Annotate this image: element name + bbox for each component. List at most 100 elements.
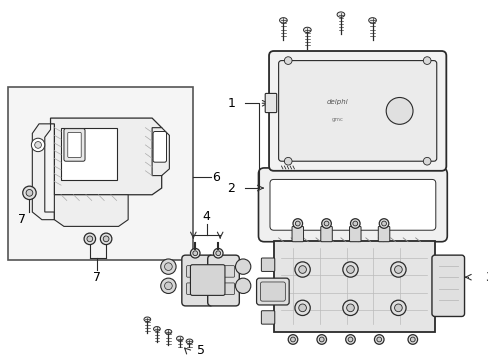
FancyBboxPatch shape <box>278 60 436 161</box>
Circle shape <box>352 221 357 226</box>
Ellipse shape <box>153 327 160 331</box>
FancyBboxPatch shape <box>190 265 224 296</box>
Circle shape <box>409 337 414 342</box>
Circle shape <box>164 263 172 270</box>
Circle shape <box>161 259 176 274</box>
Circle shape <box>295 221 300 226</box>
Text: 7: 7 <box>18 213 26 226</box>
FancyBboxPatch shape <box>431 255 464 316</box>
Circle shape <box>423 57 430 64</box>
Circle shape <box>319 337 324 342</box>
Ellipse shape <box>165 329 171 334</box>
Ellipse shape <box>186 339 192 344</box>
Circle shape <box>347 337 352 342</box>
Circle shape <box>294 262 309 277</box>
Text: 6: 6 <box>212 171 220 184</box>
Circle shape <box>423 157 430 165</box>
Circle shape <box>100 233 112 244</box>
Circle shape <box>35 141 41 148</box>
Circle shape <box>31 138 45 152</box>
FancyBboxPatch shape <box>378 226 389 242</box>
Circle shape <box>346 304 354 312</box>
FancyBboxPatch shape <box>260 282 285 301</box>
FancyBboxPatch shape <box>320 226 332 242</box>
Circle shape <box>374 335 383 344</box>
Circle shape <box>345 335 355 344</box>
Circle shape <box>381 221 386 226</box>
Circle shape <box>316 335 326 344</box>
FancyBboxPatch shape <box>64 129 85 161</box>
Circle shape <box>298 304 306 312</box>
FancyBboxPatch shape <box>291 226 303 242</box>
Ellipse shape <box>368 18 376 23</box>
FancyBboxPatch shape <box>258 168 447 242</box>
FancyBboxPatch shape <box>207 255 239 306</box>
Circle shape <box>192 251 197 256</box>
Circle shape <box>103 236 109 242</box>
Text: gmc: gmc <box>331 117 343 122</box>
Circle shape <box>215 251 220 256</box>
FancyBboxPatch shape <box>349 226 360 242</box>
FancyBboxPatch shape <box>153 131 166 162</box>
Polygon shape <box>32 124 54 220</box>
FancyBboxPatch shape <box>8 87 193 260</box>
Polygon shape <box>152 128 169 176</box>
Circle shape <box>350 219 359 228</box>
Text: 1: 1 <box>227 97 235 110</box>
FancyBboxPatch shape <box>273 241 434 332</box>
Ellipse shape <box>176 336 183 341</box>
Circle shape <box>235 278 250 293</box>
Text: 2: 2 <box>227 181 235 194</box>
Circle shape <box>84 233 95 244</box>
Polygon shape <box>50 118 162 195</box>
Circle shape <box>376 337 381 342</box>
Circle shape <box>346 266 354 273</box>
Ellipse shape <box>303 27 310 33</box>
Circle shape <box>292 219 302 228</box>
FancyBboxPatch shape <box>261 311 274 324</box>
FancyBboxPatch shape <box>269 179 435 230</box>
Text: 3: 3 <box>484 271 488 284</box>
Circle shape <box>379 219 388 228</box>
Circle shape <box>164 282 172 290</box>
Circle shape <box>394 266 402 273</box>
Circle shape <box>390 300 405 315</box>
Circle shape <box>294 300 309 315</box>
Circle shape <box>290 337 295 342</box>
Polygon shape <box>54 195 128 226</box>
FancyBboxPatch shape <box>268 51 446 171</box>
Circle shape <box>190 248 200 258</box>
FancyBboxPatch shape <box>212 266 234 277</box>
FancyBboxPatch shape <box>182 255 213 306</box>
Circle shape <box>213 248 223 258</box>
Circle shape <box>342 262 357 277</box>
FancyBboxPatch shape <box>186 283 208 294</box>
Circle shape <box>386 98 412 124</box>
Circle shape <box>324 221 328 226</box>
FancyBboxPatch shape <box>261 258 274 271</box>
Circle shape <box>321 219 331 228</box>
FancyBboxPatch shape <box>261 287 274 300</box>
Ellipse shape <box>143 317 150 322</box>
Circle shape <box>284 157 291 165</box>
Circle shape <box>390 262 405 277</box>
FancyBboxPatch shape <box>264 93 276 113</box>
Ellipse shape <box>336 12 344 17</box>
Ellipse shape <box>279 18 286 23</box>
FancyBboxPatch shape <box>212 283 234 294</box>
FancyBboxPatch shape <box>68 132 81 157</box>
Circle shape <box>342 300 357 315</box>
FancyBboxPatch shape <box>256 278 288 305</box>
Circle shape <box>298 266 306 273</box>
Circle shape <box>26 189 33 196</box>
Circle shape <box>287 335 297 344</box>
Circle shape <box>284 57 291 64</box>
Circle shape <box>22 186 36 199</box>
Circle shape <box>407 335 417 344</box>
Text: 4: 4 <box>203 210 210 223</box>
Circle shape <box>87 236 93 242</box>
FancyBboxPatch shape <box>61 128 117 180</box>
Text: 5: 5 <box>197 345 205 357</box>
Text: 7: 7 <box>93 271 102 284</box>
Text: delphi: delphi <box>326 99 348 105</box>
